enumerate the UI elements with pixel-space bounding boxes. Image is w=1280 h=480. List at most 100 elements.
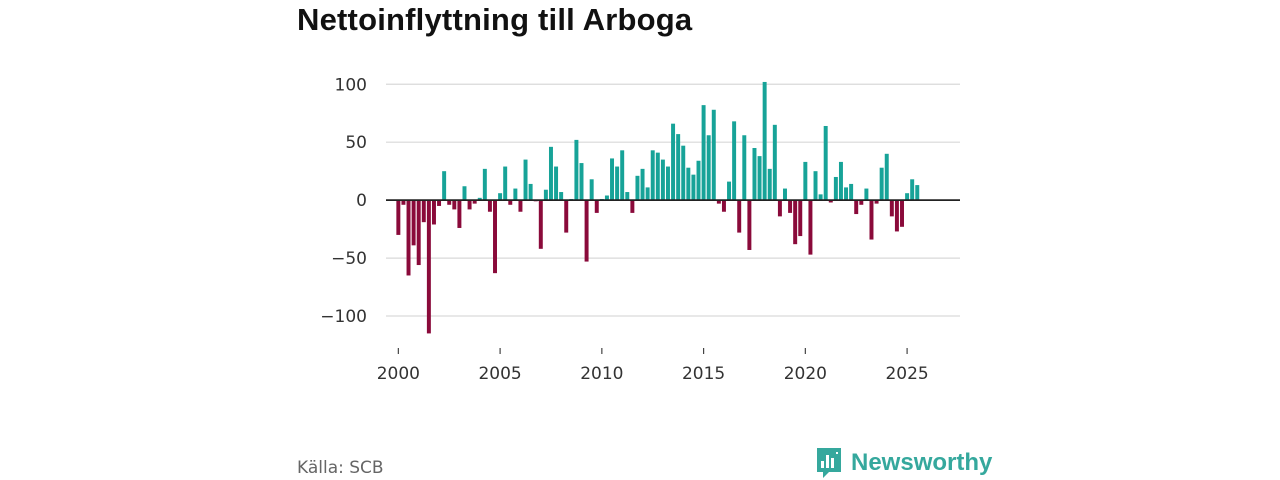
bar <box>696 160 701 201</box>
bar <box>762 81 767 201</box>
bar <box>457 200 462 228</box>
x-tick-label: 2000 <box>377 364 420 384</box>
bar <box>691 174 696 201</box>
bar <box>467 200 472 210</box>
bar <box>884 153 889 201</box>
newsworthy-logo[interactable]: Newsworthy <box>815 446 992 480</box>
source-label: Källa: SCB <box>297 458 384 478</box>
bar <box>681 145 686 201</box>
bar <box>706 135 711 201</box>
y-tick-label: 50 <box>345 133 367 153</box>
bar <box>808 200 813 255</box>
bar <box>838 161 843 201</box>
bar <box>727 181 732 201</box>
x-tick-label: 2010 <box>580 364 623 384</box>
y-tick-label: 100 <box>335 75 367 95</box>
bar <box>660 159 665 201</box>
bar <box>604 195 609 201</box>
bar <box>732 121 737 201</box>
bar <box>615 166 620 201</box>
bar <box>767 168 772 201</box>
chart-title: Nettoinflyttning till Arboga <box>297 2 693 37</box>
bar <box>849 183 854 201</box>
bar <box>665 166 670 201</box>
bar <box>523 159 528 201</box>
bar <box>426 200 431 334</box>
bar <box>421 200 426 223</box>
bar <box>889 200 894 217</box>
bar <box>798 200 803 237</box>
bar <box>584 200 589 262</box>
bar <box>640 168 645 201</box>
bar <box>416 200 421 266</box>
bar <box>701 105 706 201</box>
bar <box>833 176 838 201</box>
brand-name: Newsworthy <box>851 449 993 476</box>
bar <box>711 109 716 201</box>
bar <box>737 200 742 233</box>
bar <box>828 200 833 203</box>
bar <box>498 193 503 201</box>
bar <box>452 200 457 210</box>
bar <box>844 187 849 201</box>
bar <box>442 171 447 201</box>
bar <box>803 161 808 201</box>
bar <box>874 200 879 204</box>
bar <box>650 150 655 201</box>
x-tick-label: 2005 <box>478 364 521 384</box>
bar <box>447 200 452 205</box>
bar <box>645 187 650 201</box>
bar <box>721 200 726 212</box>
bar <box>635 175 640 201</box>
bar <box>559 192 564 201</box>
bar <box>742 135 747 201</box>
bar <box>594 200 599 213</box>
bar <box>716 200 721 204</box>
bar <box>482 168 487 201</box>
bar <box>900 200 904 227</box>
bar <box>783 188 787 201</box>
bar <box>823 125 828 201</box>
bar <box>543 189 548 201</box>
bar <box>686 167 691 201</box>
x-tick-label: 2020 <box>784 364 827 384</box>
bar <box>777 200 782 217</box>
bar <box>396 200 401 235</box>
bar <box>554 166 559 201</box>
x-tick-label: 2015 <box>682 364 725 384</box>
bar <box>503 166 508 201</box>
x-tick-label: 2025 <box>885 364 928 384</box>
bar <box>589 179 594 201</box>
bar <box>513 188 518 201</box>
bar <box>431 200 436 225</box>
bar <box>574 139 579 201</box>
bar <box>859 200 864 205</box>
bar <box>894 200 899 232</box>
bar <box>528 183 533 201</box>
bar <box>508 200 513 205</box>
bar <box>772 124 777 201</box>
bar <box>437 200 442 206</box>
bar <box>518 200 523 212</box>
bar <box>538 200 543 249</box>
bar <box>676 134 681 201</box>
bar <box>462 186 467 201</box>
y-tick-label: −100 <box>320 307 367 327</box>
bar <box>472 200 477 204</box>
bar <box>869 200 874 240</box>
bar <box>548 146 553 201</box>
bar <box>401 200 406 205</box>
bar <box>793 200 798 245</box>
bar <box>477 197 482 201</box>
bar <box>655 152 660 201</box>
bar <box>411 200 416 246</box>
y-tick-label: 0 <box>356 191 367 211</box>
bar <box>757 156 762 201</box>
bar <box>487 200 492 212</box>
bar <box>818 194 823 201</box>
bar <box>910 179 915 201</box>
bar <box>610 158 615 201</box>
bar <box>620 150 625 201</box>
bar <box>747 200 752 250</box>
